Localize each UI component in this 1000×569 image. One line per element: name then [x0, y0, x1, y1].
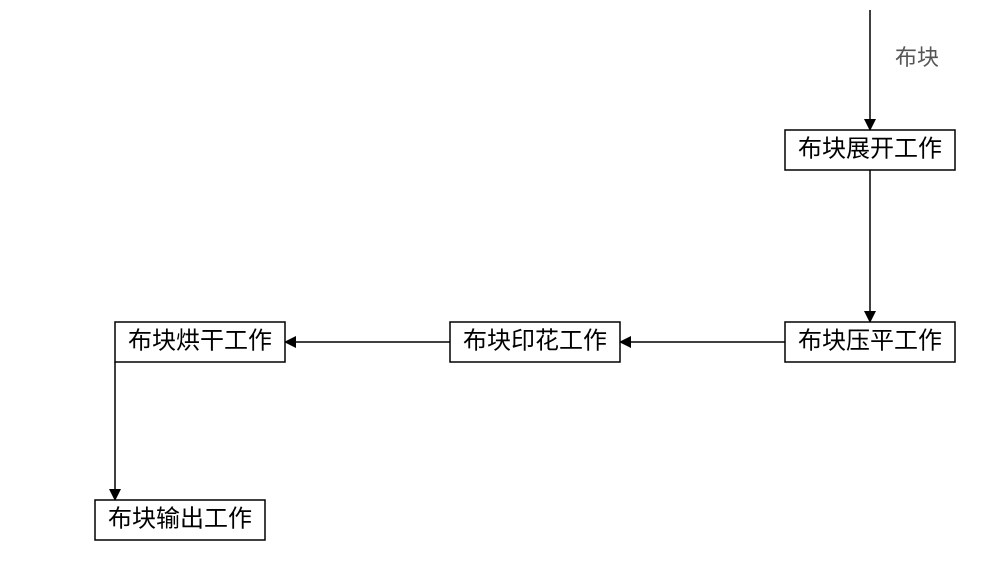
flow-node-label: 布块压平工作	[798, 328, 942, 355]
flow-node-label: 布块印花工作	[463, 328, 607, 355]
flow-node-flatten: 布块压平工作	[785, 322, 955, 362]
edges-layer: 布块	[115, 10, 939, 500]
flow-edge-label: 布块	[895, 45, 939, 70]
flow-edge-e-in: 布块	[870, 10, 939, 130]
nodes-layer: 布块展开工作布块压平工作 布块印花工作 布块烘干工作布块输出工作	[95, 130, 955, 540]
flow-node-print: 布块印花工作	[450, 322, 620, 362]
flow-node-output: 布块输出工作	[95, 500, 265, 540]
flowchart-canvas: 布块 布块展开工作布块压平工作 布块印花工作 布块烘干工作布块输出工作	[0, 0, 1000, 569]
flow-node-label: 布块输出工作	[108, 506, 252, 533]
flow-node-label: 布块烘干工作	[128, 328, 272, 355]
flow-node-dry: 布块烘干工作	[115, 322, 285, 362]
flow-node-label: 布块展开工作	[798, 136, 942, 163]
flow-node-unfold: 布块展开工作	[785, 130, 955, 170]
